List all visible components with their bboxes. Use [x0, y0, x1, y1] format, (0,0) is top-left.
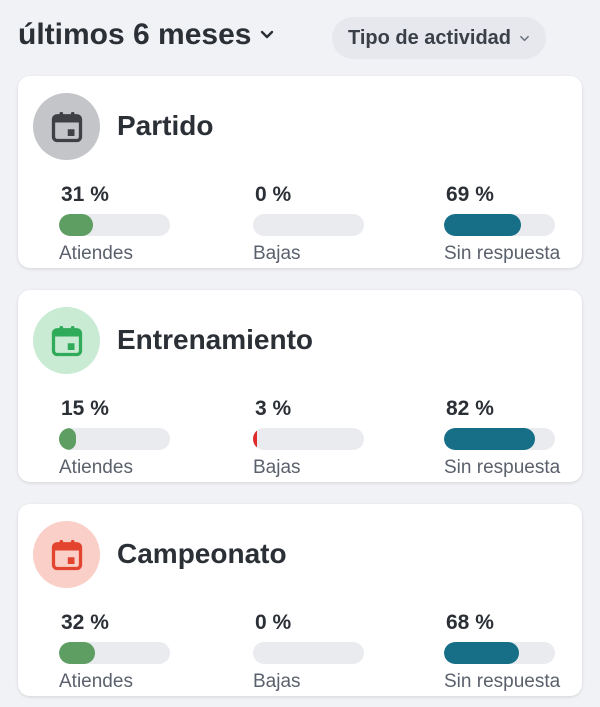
stat-no-response: 82 % Sin respuesta — [444, 396, 584, 479]
activity-card-partido[interactable]: Partido 31 % Atiendes 0 % Bajas 69 % Sin… — [18, 76, 582, 268]
progress-fill — [444, 642, 519, 664]
stat-label: Atiendes — [59, 671, 133, 692]
progress-fill — [59, 642, 95, 664]
stat-label: Sin respuesta — [444, 671, 561, 692]
calendar-icon — [51, 111, 82, 142]
stat-percent: 0 % — [255, 183, 292, 206]
stat-no-response: 69 % Sin respuesta — [444, 182, 584, 265]
card-title: Entrenamiento — [117, 324, 314, 355]
stat-percent: 0 % — [255, 611, 292, 634]
stat-attend: 15 % Atiendes — [59, 396, 199, 479]
progress-track — [444, 642, 555, 664]
calendar-icon — [51, 539, 82, 570]
stat-drops: 3 % Bajas — [253, 396, 393, 479]
stat-label: Sin respuesta — [444, 457, 561, 478]
activity-card-campeonato[interactable]: Campeonato 32 % Atiendes 0 % Bajas 68 % … — [18, 504, 582, 696]
calendar-icon — [51, 325, 82, 356]
header: últimos 6 meses Tipo de actividad — [0, 0, 600, 76]
stat-percent: 82 % — [446, 397, 494, 420]
card-title: Campeonato — [117, 538, 287, 569]
stat-percent: 15 % — [61, 397, 109, 420]
filter-label: Tipo de actividad — [348, 26, 511, 49]
stat-attend: 32 % Atiendes — [59, 610, 199, 693]
stat-attend: 31 % Atiendes — [59, 182, 199, 265]
stat-drops: 0 % Bajas — [253, 610, 393, 693]
progress-fill — [59, 428, 76, 450]
card-icon-circle — [33, 307, 100, 374]
stat-percent: 32 % — [61, 611, 109, 634]
progress-track — [444, 214, 555, 236]
progress-track — [59, 214, 170, 236]
progress-track — [253, 642, 364, 664]
activity-type-filter[interactable]: Tipo de actividad — [332, 17, 546, 59]
stat-drops: 0 % Bajas — [253, 182, 393, 265]
stat-label: Bajas — [253, 671, 301, 692]
progress-track — [59, 642, 170, 664]
chevron-down-icon — [261, 30, 274, 39]
stat-label: Atiendes — [59, 243, 133, 264]
progress-fill — [59, 214, 93, 236]
card-icon-circle — [33, 93, 100, 160]
card-icon-circle — [33, 521, 100, 588]
stat-percent: 68 % — [446, 611, 494, 634]
stat-label: Atiendes — [59, 457, 133, 478]
progress-track — [253, 214, 364, 236]
card-title: Partido — [117, 110, 214, 141]
activity-card-entrenamiento[interactable]: Entrenamiento 15 % Atiendes 3 % Bajas 82… — [18, 290, 582, 482]
progress-fill — [444, 214, 521, 236]
progress-fill — [253, 428, 257, 450]
stat-percent: 31 % — [61, 183, 109, 206]
stat-label: Bajas — [253, 243, 301, 264]
stat-label: Sin respuesta — [444, 243, 561, 264]
chevron-down-icon — [520, 35, 529, 41]
stat-percent: 69 % — [446, 183, 494, 206]
progress-track — [253, 428, 364, 450]
progress-track — [444, 428, 555, 450]
progress-fill — [444, 428, 535, 450]
stat-label: Bajas — [253, 457, 301, 478]
progress-track — [59, 428, 170, 450]
stat-percent: 3 % — [255, 397, 292, 420]
period-label: últimos 6 meses — [18, 18, 252, 51]
stat-no-response: 68 % Sin respuesta — [444, 610, 584, 693]
period-selector[interactable]: últimos 6 meses — [18, 18, 275, 52]
